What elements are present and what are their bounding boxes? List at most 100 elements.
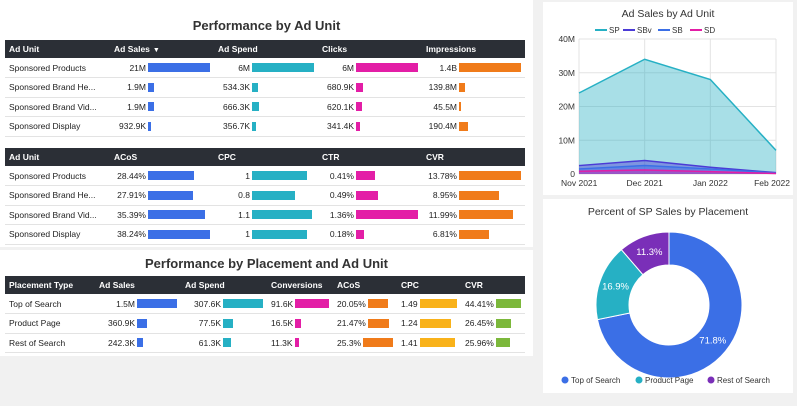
acos-bar-track <box>148 171 210 180</box>
slice-rest-of-search[interactable] <box>620 231 670 276</box>
table-row[interactable]: Sponsored Brand Vid... 35.39% 1.1 1.36% 11.9… <box>5 205 525 225</box>
slice-label-rest-of-search: 11.3% <box>636 247 663 258</box>
col-header-cvr[interactable]: CVR <box>422 148 525 166</box>
ctr-value: 0.18% <box>329 229 354 240</box>
table-row[interactable]: Sponsored Brand Vid... 1.9M 666.3K 620.1K 45… <box>5 97 525 117</box>
legend-label-sd[interactable]: SD <box>704 26 715 35</box>
col-header-ad-unit[interactable]: Ad Unit <box>5 148 110 166</box>
col-header-ad-spend[interactable]: Ad Spend <box>214 40 318 58</box>
ad-unit-name: Sponsored Display <box>5 224 110 245</box>
col-header-acos[interactable]: ACoS <box>110 148 214 166</box>
ad-spend-bar-track <box>223 299 263 308</box>
legend-label-rest-of-search[interactable]: Rest of Search <box>717 376 770 385</box>
line-sd[interactable] <box>578 169 777 175</box>
cpc-bar <box>419 338 456 348</box>
col-header-ad-sales[interactable]: Ad Sales ▼ <box>110 40 214 58</box>
cpc-value: 1.1 <box>238 209 250 220</box>
area-sp[interactable] <box>579 59 776 174</box>
table-header-row: Ad Unit Ad Sales ▼ Ad Spend Clicks Impres… <box>5 40 525 58</box>
table-row[interactable]: Sponsored Products 28.44% 1 0.41% 13.78% <box>5 166 525 186</box>
ad-sales-cell: 932.9K <box>110 116 214 137</box>
slice-top-of-search[interactable] <box>596 231 743 379</box>
col-header-ad-sales[interactable]: Ad Sales <box>95 276 181 294</box>
cpc-bar-track <box>252 229 314 239</box>
legend-label-sb[interactable]: SB <box>672 26 683 35</box>
y-tick-label: 10M <box>558 135 575 145</box>
line-sp[interactable] <box>578 58 777 151</box>
cpc-cell: 1.24 <box>397 313 461 334</box>
cpc-bar <box>419 318 451 328</box>
table-row[interactable]: Sponsored Display 38.24% 1 0.18% 6.81% <box>5 224 525 245</box>
col-header-impressions[interactable]: Impressions <box>422 40 525 58</box>
ad-spend-value: 6M <box>238 62 250 73</box>
ad-spend-cell: 61.3K <box>181 333 267 353</box>
conversions-bar <box>295 299 329 308</box>
col-header-placement-type[interactable]: Placement Type <box>5 276 95 294</box>
acos-bar-track <box>148 229 210 239</box>
table-row[interactable]: Product Page 360.9K 77.5K 16.5K 21.47% 1.24 26… <box>5 313 525 334</box>
acos-bar <box>148 171 194 180</box>
conversions-bar-track <box>294 338 329 348</box>
cvr-value: 6.81% <box>432 229 457 240</box>
ad-sales-bar <box>148 63 210 72</box>
donut-chart-legend: Top of Search Product Page Rest of Search <box>561 376 770 385</box>
table-row[interactable]: Sponsored Brand He... 27.91% 0.8 0.49% 8.95% <box>5 185 525 206</box>
legend-dot-product-page[interactable] <box>635 376 643 384</box>
cpc-bar <box>252 190 296 200</box>
ad-sales-bar <box>137 299 177 308</box>
acos-cell: 35.39% <box>110 205 214 225</box>
ad-spend-bar <box>252 82 258 92</box>
cpc-value: 1.49 <box>401 298 418 309</box>
col-header-cpc[interactable]: CPC <box>397 276 461 294</box>
conversions-value: 91.6K <box>271 298 294 309</box>
line-sb[interactable] <box>578 164 777 174</box>
col-header-clicks[interactable]: Clicks <box>318 40 422 58</box>
cvr-bar-track <box>459 171 521 180</box>
table-row[interactable]: Rest of Search 242.3K 61.3K 11.3K 25.3% 1.41 2… <box>5 333 525 353</box>
conversions-cell: 91.6K <box>267 294 333 314</box>
col-header-cpc[interactable]: CPC <box>214 148 318 166</box>
col-header-acos[interactable]: ACoS <box>333 276 397 294</box>
ad-spend-value: 666.3K <box>223 101 250 112</box>
ad-sales-bar <box>137 338 144 348</box>
col-header-ad-spend[interactable]: Ad Spend <box>181 276 267 294</box>
table-row[interactable]: Sponsored Display 932.9K 356.7K 341.4K 190.4… <box>5 116 525 137</box>
table-row[interactable]: Sponsored Products 21M 6M 6M 1.4B <box>5 58 525 78</box>
legend-label-sbv[interactable]: SBv <box>637 26 652 35</box>
cvr-bar <box>459 210 513 220</box>
sort-desc-icon[interactable]: ▼ <box>152 47 160 54</box>
cvr-bar <box>459 229 490 239</box>
acos-bar <box>363 338 393 348</box>
table-row[interactable]: Top of Search 1.5M 307.6K 91.6K 20.05% 1.49 44… <box>5 294 525 314</box>
section-title-placement: Performance by Placement and Ad Unit <box>145 256 388 271</box>
ad-spend-cell: 307.6K <box>181 294 267 314</box>
legend-label-product-page[interactable]: Product Page <box>645 376 694 385</box>
conversions-bar <box>295 318 302 328</box>
col-header-ctr[interactable]: CTR <box>318 148 422 166</box>
placement-type-name: Top of Search <box>5 294 95 314</box>
col-header-ad-unit[interactable]: Ad Unit <box>5 40 110 58</box>
x-tick-label: Jan 2022 <box>693 178 728 188</box>
slice-label-product-page: 16.9% <box>602 282 629 293</box>
conversions-value: 16.5K <box>271 318 294 329</box>
legend-label-sp[interactable]: SP <box>609 26 620 35</box>
legend-label-top-of-search[interactable]: Top of Search <box>571 376 620 385</box>
ad-unit-name: Sponsored Brand He... <box>5 77 110 98</box>
acos-value: 21.47% <box>337 318 366 329</box>
area-chart-title: Ad Sales by Ad Unit <box>621 8 715 20</box>
conversions-bar <box>294 338 299 348</box>
legend-dot-top-of-search[interactable] <box>561 376 569 384</box>
line-sbv[interactable] <box>578 159 777 174</box>
ad-sales-bar-track <box>148 82 210 92</box>
cvr-bar-track <box>495 299 521 308</box>
slice-label-top-of-search: 71.8% <box>699 336 726 347</box>
table-row[interactable]: Sponsored Brand He... 1.9M 534.3K 680.9K 139… <box>5 77 525 98</box>
col-header-conversions[interactable]: Conversions <box>267 276 333 294</box>
ad-unit-name: Sponsored Brand Vid... <box>5 97 110 117</box>
cpc-cell: 1 <box>214 166 318 186</box>
legend-dot-rest-of-search[interactable] <box>707 376 715 384</box>
cpc-bar-track <box>419 338 457 348</box>
ctr-cell: 0.41% <box>318 166 422 186</box>
col-header-cvr[interactable]: CVR <box>461 276 525 294</box>
cpc-cell: 0.8 <box>214 185 318 206</box>
